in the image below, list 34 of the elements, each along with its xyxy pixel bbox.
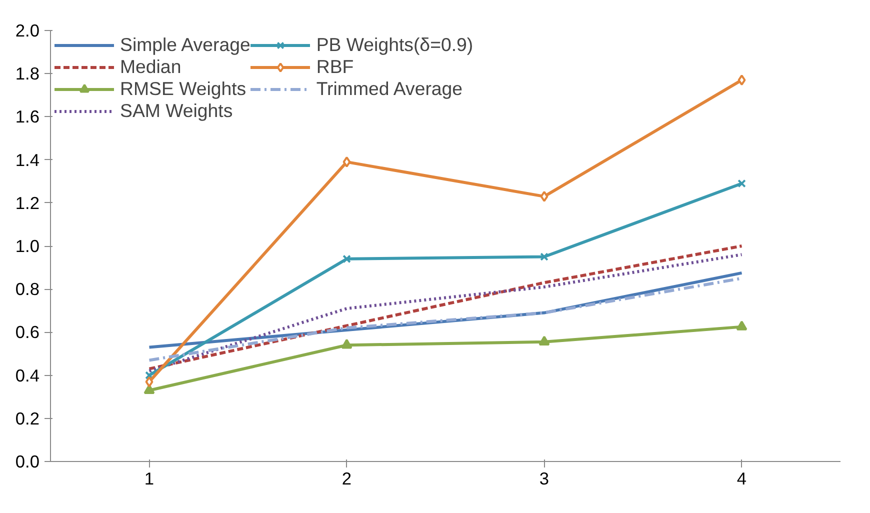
point [342, 156, 351, 168]
legend-label: Simple Average [120, 34, 250, 56]
legend-label: RBF [316, 56, 354, 78]
legend-label: RMSE Weights [120, 78, 246, 100]
point [738, 74, 746, 86]
y-tick-label: 0.0 [15, 452, 40, 472]
point [540, 190, 548, 202]
y-tick-label: 1.2 [15, 192, 40, 213]
y-tick-label: 1.0 [15, 236, 40, 256]
y-tick-label: 1.4 [15, 150, 40, 170]
y-tick-label: 2.0 [15, 20, 40, 40]
x-tick-label: 4 [736, 468, 747, 488]
y-tick-label: 1.6 [15, 106, 40, 127]
y-tick-label: 0.8 [15, 279, 40, 300]
point [144, 384, 155, 394]
point [540, 252, 548, 261]
point [341, 338, 352, 349]
y-tick-label: 0.4 [15, 365, 40, 386]
point [738, 179, 746, 188]
y-tick-label: 1.8 [15, 64, 40, 84]
legend-label: SAM Weights [120, 100, 233, 122]
legend-label: Trimmed Average [316, 78, 463, 100]
point [145, 371, 154, 380]
x-tick-label: 1 [144, 468, 154, 488]
x-tick-label: 3 [539, 468, 550, 488]
x-tick-label: 2 [342, 468, 352, 488]
legend-label: PB Weights(δ=0.9) [316, 34, 474, 56]
point [538, 336, 550, 346]
point [736, 320, 748, 330]
point [145, 376, 154, 388]
y-tick-label: 0.2 [15, 408, 40, 428]
point [342, 254, 351, 264]
y-tick-label: 0.6 [15, 322, 40, 342]
legend-label: Median [120, 56, 182, 78]
